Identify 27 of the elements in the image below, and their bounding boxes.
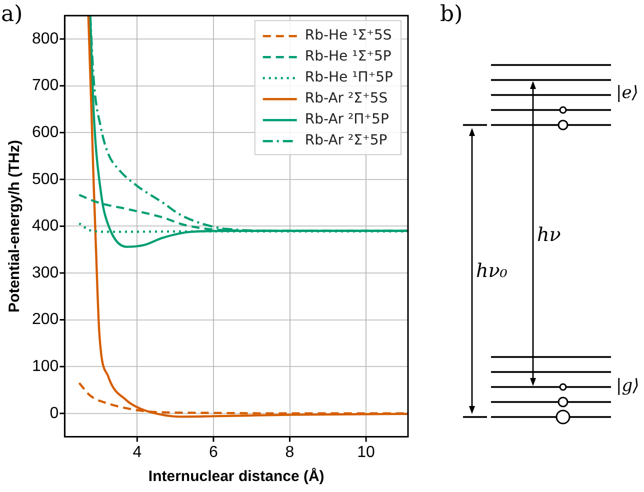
x-tick-label: 6 xyxy=(209,444,218,461)
text: b) xyxy=(440,2,463,27)
y-tick-label: 500 xyxy=(32,170,59,188)
y-tick-label: 300 xyxy=(32,264,59,282)
legend-label: Rb-Ar ²Σ⁺5S xyxy=(304,90,388,107)
text: |g⟩ xyxy=(616,376,640,396)
text: a) xyxy=(1,2,23,27)
legend-label: Rb-He ¹Π⁺5P xyxy=(304,70,394,86)
legend-label: Rb-He ¹Σ⁺5S xyxy=(304,28,392,44)
x-tick-label: 10 xyxy=(357,444,376,461)
y-tick-label: 100 xyxy=(32,358,59,376)
y-tick-label: 0 xyxy=(50,404,59,422)
text: hν₀ xyxy=(476,260,508,282)
text: hν xyxy=(537,224,561,246)
legend-label: Rb-He ¹Σ⁺5P xyxy=(304,48,392,65)
y-tick-label: 600 xyxy=(32,124,59,142)
legend-label: Rb-Ar ²Σ⁺5P xyxy=(304,132,388,149)
legend-label: Rb-Ar ²Π⁺5P xyxy=(304,112,389,128)
y-tick-label: 700 xyxy=(32,77,59,94)
y-tick-label: 200 xyxy=(32,311,59,328)
y-tick-label: 400 xyxy=(32,218,59,235)
text: |e⟩ xyxy=(616,83,638,103)
y-tick-label: 800 xyxy=(32,30,59,48)
x-tick-label: 4 xyxy=(132,444,142,461)
x-axis-title: Internuclear distance (Å) xyxy=(148,467,324,486)
y-axis-title: Potential-energy/h (THz) xyxy=(6,140,24,312)
x-tick-label: 8 xyxy=(285,444,294,461)
